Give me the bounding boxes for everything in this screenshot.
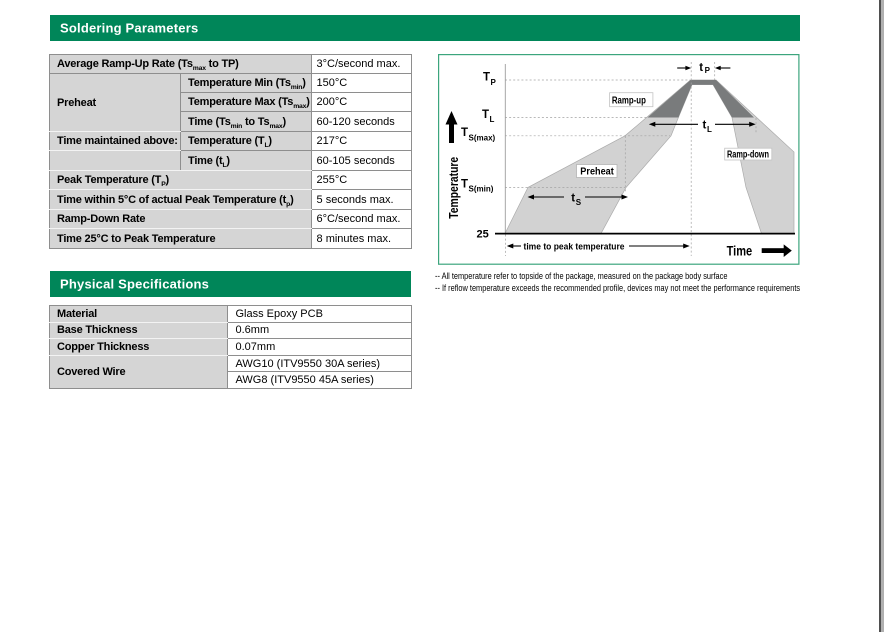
svg-text:t: t: [699, 62, 703, 74]
svg-text:S(min): S(min): [469, 185, 494, 194]
svg-text:P: P: [705, 66, 711, 75]
svg-text:t: t: [703, 120, 707, 132]
svg-text:P: P: [491, 78, 497, 87]
svg-text:Ramp-down: Ramp-down: [727, 149, 769, 160]
svg-text:time to peak temperature: time to peak temperature: [524, 241, 625, 252]
svg-text:t: t: [571, 193, 575, 205]
svg-text:T: T: [461, 127, 468, 139]
svg-text:S(max): S(max): [469, 133, 496, 142]
svg-text:Temperature: Temperature: [446, 157, 461, 219]
svg-text:T: T: [482, 109, 489, 121]
svg-text:L: L: [707, 125, 712, 134]
svg-text:L: L: [490, 115, 495, 124]
svg-text:T: T: [461, 179, 468, 191]
svg-text:Preheat: Preheat: [580, 166, 614, 177]
svg-text:S: S: [576, 198, 582, 207]
svg-text:Ramp-up: Ramp-up: [612, 96, 646, 107]
svg-text:Time: Time: [727, 243, 753, 259]
svg-text:25: 25: [477, 229, 489, 241]
svg-text:T: T: [483, 72, 490, 84]
